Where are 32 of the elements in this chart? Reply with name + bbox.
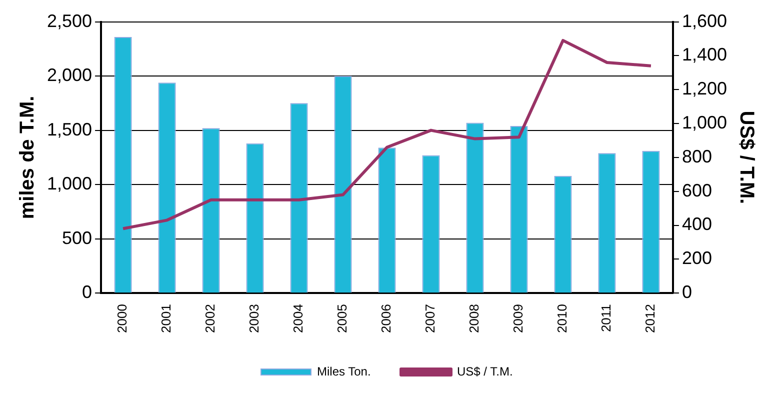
y2-tick-label: 1,200 — [682, 78, 728, 99]
y2-tick-label: 600 — [682, 180, 712, 200]
x-tick-label: 2006 — [378, 304, 394, 333]
y2-tick-label: 1,600 — [682, 10, 728, 31]
x-tick-label: 2010 — [554, 304, 570, 333]
y2-tick-label: 800 — [682, 146, 712, 166]
x-tick-label: 2001 — [158, 304, 174, 333]
y2-tick-label: 1,000 — [682, 112, 728, 132]
y2-tick-label: 200 — [682, 248, 712, 268]
y2-tick-label: 0 — [682, 282, 692, 302]
y-tick-label: 500 — [62, 228, 92, 248]
x-tick-label: 2012 — [642, 304, 658, 333]
x-tick-label: 2000 — [114, 304, 130, 333]
x-tick-label: 2002 — [202, 304, 218, 333]
y-tick-label: 1,000 — [46, 174, 92, 194]
x-tick-label: 2004 — [290, 304, 306, 333]
y2-axis-title: US$ / T.M. — [735, 110, 758, 204]
legend-label: Miles Ton. — [316, 364, 371, 378]
x-tick-label: 2007 — [422, 304, 438, 333]
y2-tick-label: 400 — [682, 214, 712, 234]
y-tick-label: 2,500 — [46, 10, 92, 31]
legend-label: US$ / T.M. — [457, 364, 513, 378]
x-tick-label: 2011 — [598, 304, 614, 332]
x-tick-label: 2003 — [246, 304, 262, 333]
y-tick-label: 0 — [82, 282, 92, 302]
x-tick-label: 2008 — [466, 304, 482, 333]
x-tick-label: 2005 — [334, 304, 350, 333]
y-tick-label: 2,000 — [46, 65, 92, 86]
y-tick-label: 1,500 — [46, 119, 92, 140]
y-axis-title: miles de T.M. — [16, 96, 39, 220]
x-tick-label: 2009 — [510, 304, 526, 333]
y2-tick-label: 1,400 — [682, 44, 728, 65]
